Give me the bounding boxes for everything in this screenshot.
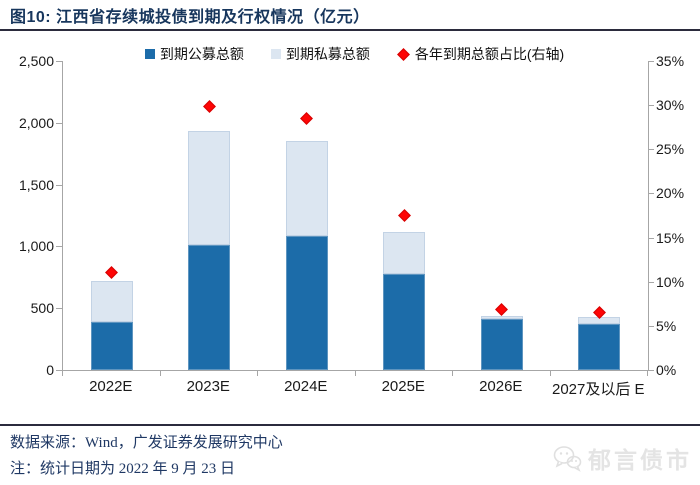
title-divider xyxy=(0,29,700,31)
wechat-icon xyxy=(553,446,582,472)
left-axis-label: 1,000 xyxy=(18,238,54,255)
right-axis-tick xyxy=(648,370,654,371)
x-axis-tick xyxy=(549,371,551,376)
footer-divider xyxy=(0,424,700,426)
bar-public-2027及以后 E xyxy=(578,323,621,370)
x-axis-tick xyxy=(647,371,648,376)
right-axis-tick xyxy=(648,61,654,62)
ratio-marker-2025E xyxy=(397,209,411,222)
x-axis-label-2023E: 2023E xyxy=(186,378,230,395)
left-axis-label: 0 xyxy=(46,362,54,378)
right-axis-tick xyxy=(648,325,654,327)
left-axis-tick xyxy=(56,61,62,62)
ratio-marker-2026E xyxy=(495,302,509,316)
left-axis-tick xyxy=(56,308,62,310)
bar-private-2025E xyxy=(383,231,426,275)
left-axis-label: 2,000 xyxy=(18,114,54,131)
bar-private-2022E xyxy=(90,281,133,322)
legend-label-private: 到期私募总额 xyxy=(285,46,370,62)
right-axis-label: 15% xyxy=(656,229,685,246)
right-axis-label: 20% xyxy=(656,185,685,202)
ratio-marker-2024E xyxy=(300,112,314,125)
ratio-series-diamond-icon xyxy=(396,47,410,61)
bar-public-2022E xyxy=(90,321,133,370)
legend-item-private: 到期私募总额 xyxy=(270,44,370,64)
public-series-swatch-icon xyxy=(144,49,155,59)
right-axis-label: 35% xyxy=(656,53,685,69)
right-axis-tick xyxy=(648,237,654,239)
watermark-text: 郁言债市 xyxy=(588,447,692,473)
right-axis-tick xyxy=(648,281,654,283)
right-axis-label: 5% xyxy=(656,317,677,334)
x-axis-label-2025E: 2025E xyxy=(381,378,425,395)
chart-legend: 到期公募总额 到期私募总额 各年到期总额占比(右轴) xyxy=(62,44,647,64)
x-axis-tick xyxy=(62,371,63,376)
right-axis-label: 25% xyxy=(656,141,685,158)
watermark: 郁言债市 xyxy=(552,441,692,475)
bar-private-2023E xyxy=(188,130,231,245)
legend-item-public: 到期公募总额 xyxy=(144,44,244,64)
legend-item-ratio: 各年到期总额占比(右轴) xyxy=(396,44,565,64)
legend-label-ratio: 各年到期总额占比(右轴) xyxy=(414,46,565,62)
right-axis-tick xyxy=(648,193,654,195)
left-axis-tick xyxy=(56,246,62,248)
private-series-swatch-icon xyxy=(270,49,281,59)
bar-public-2025E xyxy=(383,274,426,370)
bar-public-2023E xyxy=(188,244,231,370)
legend-label-public: 到期公募总额 xyxy=(159,46,244,62)
x-axis-tick xyxy=(257,371,258,376)
x-axis-tick xyxy=(452,371,453,376)
right-axis-label: 0% xyxy=(656,362,677,378)
left-axis-label: 2,500 xyxy=(18,53,54,69)
left-axis-label: 500 xyxy=(30,300,54,317)
stat-date-note: 注：统计日期为 2022 年 9 月 23 日 xyxy=(10,461,236,477)
x-axis-label-2027及以后 E: 2027及以后 E xyxy=(551,381,645,398)
right-axis-label: 10% xyxy=(656,273,685,290)
bar-private-2026E xyxy=(480,316,523,320)
ratio-marker-2023E xyxy=(202,99,216,113)
left-axis-tick xyxy=(56,370,62,371)
data-source-note: 数据来源：Wind，广发证券发展研究中心 xyxy=(10,435,283,451)
right-axis-tick xyxy=(648,149,654,151)
left-axis-label: 1,500 xyxy=(18,176,54,193)
x-axis-label-2026E: 2026E xyxy=(479,378,523,395)
bar-public-2024E xyxy=(285,235,328,370)
left-axis-tick xyxy=(56,184,62,186)
right-axis-tick xyxy=(648,105,654,107)
x-axis-label-2022E: 2022E xyxy=(89,378,133,395)
bar-private-2024E xyxy=(285,141,328,236)
x-axis-tick xyxy=(354,371,356,376)
plot-area xyxy=(62,61,649,371)
x-axis-tick xyxy=(159,371,161,376)
bar-public-2026E xyxy=(480,319,523,370)
figure-title: 图10: 江西省存续城投债到期及行权情况（亿元） xyxy=(10,9,370,26)
ratio-marker-2022E xyxy=(105,265,119,279)
x-axis-label-2024E: 2024E xyxy=(284,378,328,395)
right-axis-label: 30% xyxy=(656,97,685,114)
left-axis-tick xyxy=(56,122,62,124)
